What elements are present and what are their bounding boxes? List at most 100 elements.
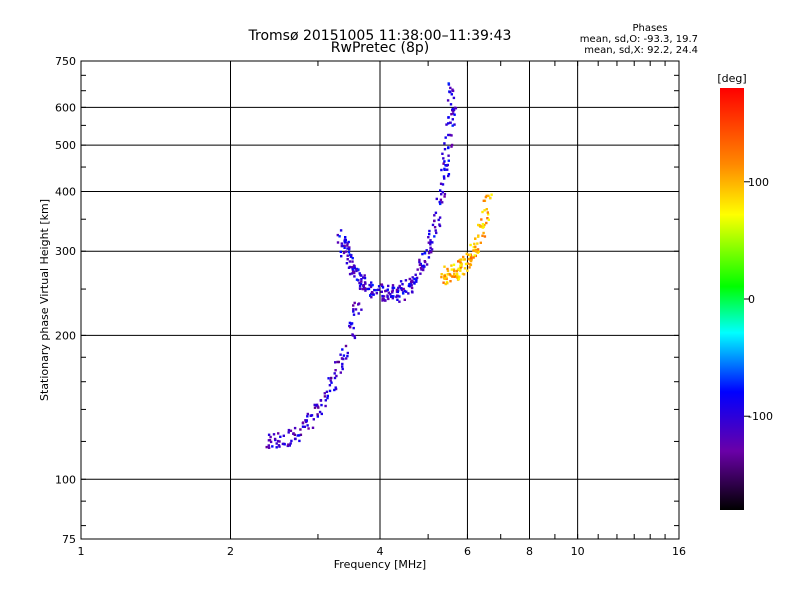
data-point xyxy=(267,433,271,436)
data-point xyxy=(447,173,451,176)
data-point xyxy=(346,351,349,355)
data-point xyxy=(341,365,344,368)
data-point xyxy=(486,211,489,214)
data-point xyxy=(416,268,419,271)
data-point xyxy=(476,248,480,251)
y-axis-label: Stationary phase Virtual Height [km] xyxy=(38,199,51,401)
data-point xyxy=(488,196,492,200)
chart-title: Tromsø 20151005 11:38:00–11:39:43 xyxy=(248,28,512,44)
data-point xyxy=(442,281,445,284)
data-point xyxy=(468,253,471,257)
data-point xyxy=(462,273,466,276)
data-point xyxy=(442,157,445,160)
data-point xyxy=(450,93,453,96)
data-point xyxy=(269,440,273,444)
data-point xyxy=(451,107,454,111)
data-point xyxy=(333,376,337,380)
data-point xyxy=(305,420,308,424)
data-point xyxy=(346,244,349,247)
data-point xyxy=(427,256,431,259)
data-point xyxy=(468,266,471,269)
y-tick-label: 75 xyxy=(62,533,76,546)
data-point xyxy=(313,406,317,409)
data-point xyxy=(427,236,430,239)
data-point xyxy=(469,259,473,263)
data-point xyxy=(439,198,443,201)
data-point xyxy=(459,269,462,272)
data-point xyxy=(452,96,456,100)
data-point xyxy=(445,123,448,126)
data-point xyxy=(459,267,462,271)
data-point xyxy=(275,446,278,449)
x-tick-label: 6 xyxy=(464,545,471,558)
data-point xyxy=(463,258,466,261)
data-point xyxy=(470,258,473,261)
data-point xyxy=(361,287,364,291)
data-point xyxy=(277,432,280,435)
data-point xyxy=(466,262,469,265)
data-point xyxy=(343,246,346,249)
data-point xyxy=(481,223,485,226)
data-point xyxy=(369,285,373,289)
data-point xyxy=(316,413,319,416)
data-point xyxy=(351,270,355,273)
data-point xyxy=(325,390,329,393)
data-point xyxy=(435,197,438,201)
data-point xyxy=(443,142,446,145)
data-point xyxy=(353,267,356,270)
data-point xyxy=(350,322,354,325)
data-point xyxy=(443,265,446,268)
data-point xyxy=(447,122,450,125)
data-point xyxy=(464,262,468,266)
data-point xyxy=(276,439,280,443)
data-point xyxy=(487,218,490,221)
data-point xyxy=(397,289,400,292)
data-point xyxy=(450,134,453,137)
data-point xyxy=(298,439,301,443)
data-point xyxy=(407,292,410,295)
data-point xyxy=(418,263,422,266)
data-point xyxy=(306,415,309,418)
data-point xyxy=(484,195,488,199)
data-point xyxy=(402,287,405,291)
grid xyxy=(81,61,679,539)
data-point xyxy=(423,252,427,255)
data-point xyxy=(453,106,457,109)
data-point xyxy=(458,275,461,279)
data-point xyxy=(344,236,347,239)
data-point xyxy=(476,242,479,245)
data-point xyxy=(487,213,490,216)
data-point xyxy=(346,242,349,245)
data-point xyxy=(472,256,475,259)
data-point xyxy=(353,275,356,278)
data-point xyxy=(472,249,475,252)
data-point xyxy=(468,263,472,266)
data-point xyxy=(267,446,271,449)
data-point xyxy=(360,280,363,283)
data-point xyxy=(371,291,374,295)
data-point xyxy=(319,399,323,402)
data-point xyxy=(430,248,434,251)
data-point xyxy=(301,425,305,428)
data-point xyxy=(399,280,403,283)
data-point xyxy=(297,434,301,437)
data-point xyxy=(334,386,337,389)
data-point xyxy=(428,229,431,233)
data-point xyxy=(429,246,432,249)
data-point xyxy=(344,250,348,253)
data-point xyxy=(440,273,443,276)
data-point xyxy=(337,360,340,364)
data-point xyxy=(420,268,423,271)
data-point xyxy=(447,82,450,85)
data-point xyxy=(408,283,411,286)
data-point xyxy=(452,263,456,266)
data-point xyxy=(443,192,447,196)
data-point xyxy=(447,146,450,149)
data-point xyxy=(448,273,452,276)
data-point xyxy=(490,193,493,196)
data-point xyxy=(381,297,384,300)
data-point xyxy=(351,268,354,271)
data-point xyxy=(453,269,456,273)
data-point xyxy=(451,89,455,93)
data-point xyxy=(350,266,354,269)
